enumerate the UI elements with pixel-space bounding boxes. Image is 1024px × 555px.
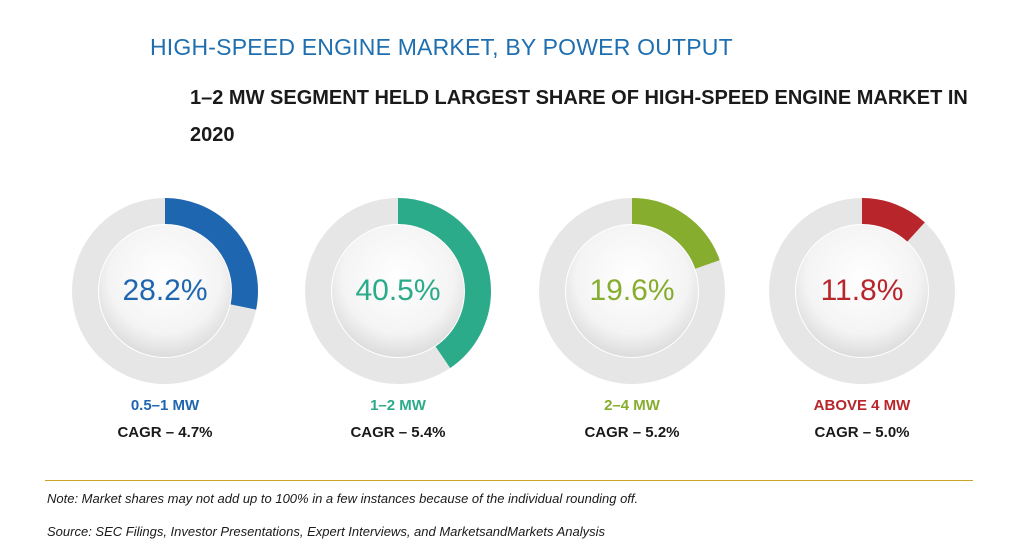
percent-label: 40.5% [355,274,441,307]
footer-note: Note: Market shares may not add up to 10… [47,491,639,506]
cagr-label: CAGR – 4.7% [117,424,213,441]
donut-svg-1-2-mw [305,198,491,384]
percent-label: 19.6% [589,274,675,307]
donut-center-2-4-mw [566,225,698,357]
segment-label: ABOVE 4 MW [813,397,911,414]
donut-above-4-mw: 11.8% [769,198,955,384]
chart-title: HIGH-SPEED ENGINE MARKET, BY POWER OUTPU… [150,34,733,60]
segment-label: 1–2 MW [370,397,426,414]
donut-2-4-mw: 19.6% [539,198,725,384]
donut-svg-0-5-1-mw [72,198,258,384]
segment-label: 2–4 MW [604,397,660,414]
donut-0-5-1-mw: 28.2% [72,198,258,384]
donut-1-2-mw: 40.5% [305,198,491,384]
donut-center-above-4-mw [796,225,928,357]
donut-arc-2-4-mw [539,198,725,384]
donut-center-1-2-mw [332,225,464,357]
donut-svg-above-4-mw [769,198,955,384]
cagr-label: CAGR – 5.2% [584,424,680,441]
donut-center-0-5-1-mw [99,225,231,357]
percent-label: 11.8% [820,274,904,307]
footer-source: Source: SEC Filings, Investor Presentati… [47,524,606,539]
percent-label: 28.2% [122,274,208,307]
chart-subtitle: 1–2 MW SEGMENT HELD LARGEST SHARE OF HIG… [190,87,968,146]
segment-label: 0.5–1 MW [130,397,200,414]
cagr-label: CAGR – 5.4% [350,424,446,441]
footer-divider [45,480,973,481]
donut-arc-1-2-mw [305,198,491,384]
cagr-label: CAGR – 5.0% [814,424,910,441]
donut-arc-0-5-1-mw [72,198,258,384]
donut-svg-2-4-mw [539,198,725,384]
donut-arc-above-4-mw [769,198,955,384]
